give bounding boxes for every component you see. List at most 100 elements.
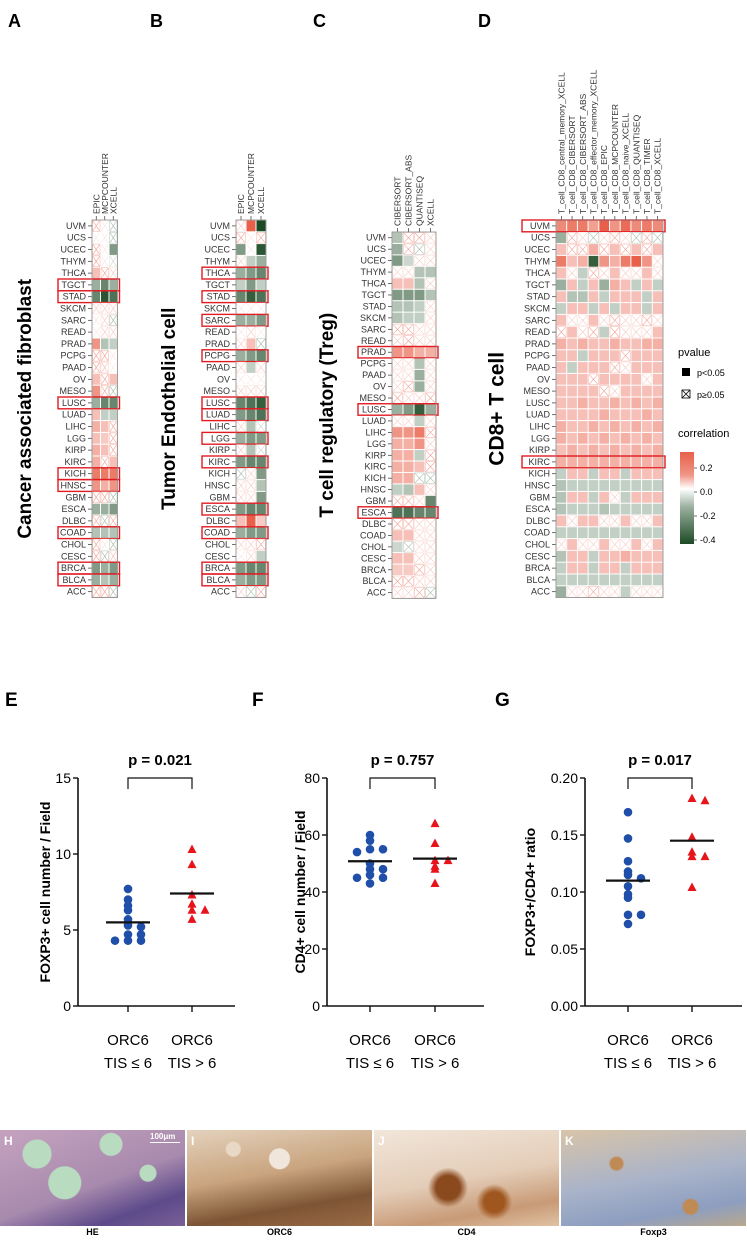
nonsig-cross (425, 484, 436, 495)
panel-letter: B (150, 11, 163, 31)
heatmap-cell (246, 291, 256, 303)
row-label: PRAD (61, 339, 87, 349)
column-label: T_cell_CD8_central_memory_XCELL (556, 72, 566, 214)
nonsig-cross (392, 496, 403, 507)
heatmap-cell (567, 350, 577, 362)
heatmap-cell (631, 244, 642, 255)
heatmap-cell (92, 409, 100, 421)
heatmap-cell (392, 461, 403, 472)
heatmap-cell (642, 562, 652, 574)
heatmap-panel-b: B Tumor Endothelial cell EPIC MCPCOUNTER XCE… (150, 11, 269, 599)
row-label: PAAD (206, 363, 230, 373)
colorbar-tick-label: 0.0 (700, 487, 713, 497)
heatmap-cell (567, 562, 577, 574)
row-label: STAD (527, 292, 551, 302)
heatmap-cell (236, 350, 246, 362)
heatmap-cell (92, 385, 100, 397)
heatmap-cell (631, 456, 642, 468)
x-tick-label: ORC6 (414, 1032, 456, 1049)
nonsig-cross (109, 445, 117, 456)
nonsig-cross (425, 255, 436, 266)
heatmap-cell (236, 279, 246, 291)
heatmap-cell (577, 397, 588, 409)
nonsig-cross (236, 468, 246, 479)
heatmap-cell (610, 574, 620, 586)
row-label: KICH (64, 469, 86, 479)
heatmap-cell (556, 397, 567, 409)
heatmap-cell (556, 480, 567, 491)
histology-label-orc6: ORC6 (266, 1227, 292, 1237)
heatmap-cell (652, 338, 663, 350)
heatmap-cell (567, 255, 577, 267)
nonsig-cross (392, 576, 403, 587)
nonsig-cross (92, 492, 100, 503)
row-label: BRCA (61, 563, 86, 573)
heatmap-cell (599, 255, 609, 267)
nonsig-cross (109, 232, 117, 243)
nonsig-cross (246, 539, 256, 550)
legend-correlation-title: correlation (678, 428, 729, 440)
nonsig-cross (236, 232, 246, 243)
row-label: BLCA (206, 575, 230, 585)
legend-nonsig-label: p≥0.05 (697, 390, 724, 400)
nonsig-cross (109, 350, 117, 361)
highlight-box (357, 403, 439, 416)
nonsig-cross (642, 539, 652, 550)
nonsig-cross (101, 362, 109, 373)
nonsig-cross (631, 327, 641, 338)
heatmap-cell (588, 550, 599, 562)
heatmap-panel-d: D CD8+ T cell T_cell_CD8_central_memory_XC… (478, 11, 666, 599)
nonsig-cross (256, 445, 266, 456)
nonsig-cross (425, 312, 436, 323)
nonsig-cross (403, 358, 414, 369)
nonsig-cross (256, 327, 266, 338)
heatmap-cell (256, 480, 266, 491)
heatmap-cell (567, 444, 577, 456)
heatmap-cell (610, 444, 620, 456)
row-label: SARC (525, 315, 551, 325)
row-label: DLBC (526, 516, 551, 526)
heatmap-cell (577, 338, 588, 350)
x-tick-label: ORC6 (171, 1032, 213, 1049)
nonsig-cross (425, 541, 436, 552)
heatmap-cell (109, 409, 117, 421)
heatmap-cell (403, 255, 414, 266)
heatmap-cell (577, 432, 588, 444)
nonsig-cross (109, 386, 117, 397)
heatmap-cell (652, 350, 663, 362)
heatmap-cell (256, 515, 266, 527)
heatmap-cell (652, 562, 663, 574)
highlight-box (357, 345, 439, 359)
heatmap-cell (599, 491, 609, 503)
histology-cd4-image (374, 1130, 559, 1226)
row-label: KIRC (208, 457, 230, 467)
data-point (430, 864, 440, 873)
panel-title: T cell regulatory (Treg) (317, 313, 338, 518)
heatmap-cell (567, 397, 577, 409)
row-label: GBM (529, 492, 550, 502)
nonsig-cross (256, 232, 266, 243)
heatmap-cell (256, 409, 266, 421)
nonsig-cross (109, 327, 117, 338)
heatmap-cell (109, 397, 117, 409)
panel-title: Cancer associated fibroblast (15, 278, 36, 538)
heatmap-cell (631, 338, 642, 350)
heatmap-cell (652, 527, 663, 539)
heatmap-cell (588, 421, 599, 432)
heatmap-cell (588, 385, 599, 397)
heatmap-cell (392, 255, 403, 266)
nonsig-cross (425, 301, 436, 312)
panel-letter: F (252, 690, 264, 711)
y-tick-label: 60 (304, 827, 320, 843)
heatmap-cell (577, 468, 588, 480)
row-label: SARC (205, 315, 231, 325)
heatmap-cell (577, 491, 588, 503)
heatmap-cell (577, 444, 588, 456)
heatmap-cell (425, 347, 436, 358)
heatmap-cell (556, 409, 567, 421)
row-label: LUSC (526, 398, 551, 408)
highlight-box (357, 506, 439, 519)
nonsig-cross (92, 244, 100, 255)
highlight-box (57, 396, 121, 410)
heatmap-cell (236, 574, 246, 586)
